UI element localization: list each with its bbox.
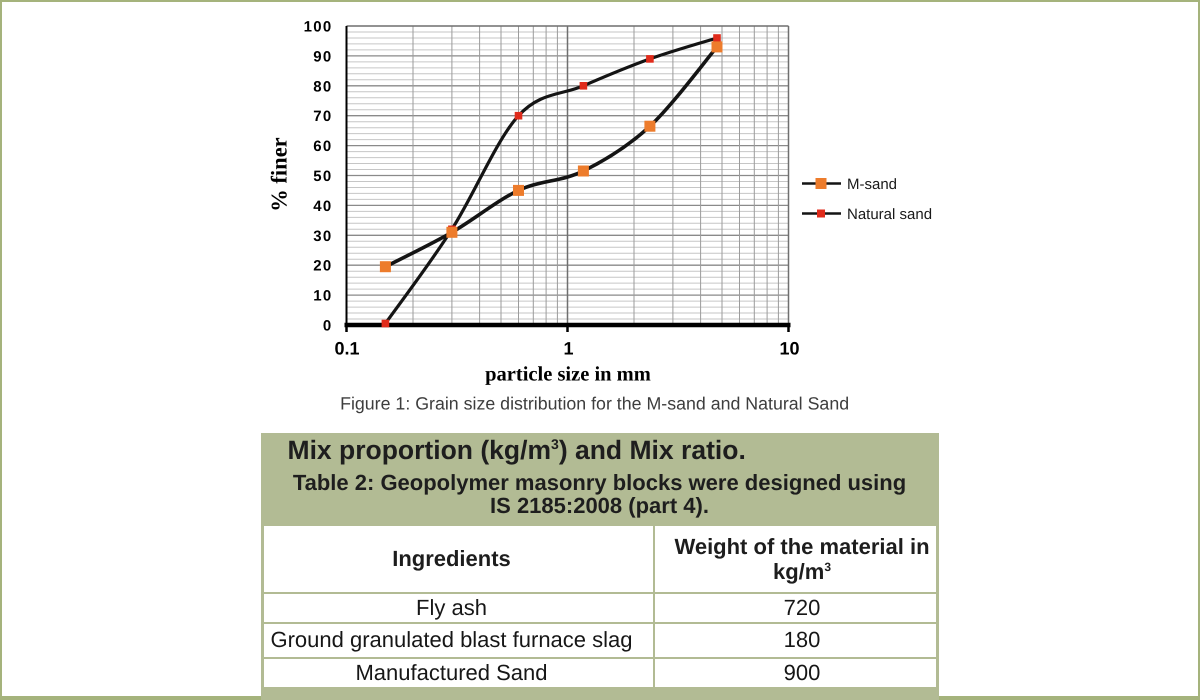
svg-text:30: 30: [313, 227, 332, 244]
svg-text:10: 10: [313, 287, 332, 304]
svg-text:50: 50: [313, 168, 332, 185]
svg-text:40: 40: [313, 197, 332, 214]
svg-text:1: 1: [563, 338, 573, 358]
svg-text:100: 100: [303, 18, 332, 35]
svg-text:10: 10: [779, 338, 799, 358]
svg-text:% finer: % finer: [266, 137, 291, 211]
svg-text:70: 70: [313, 108, 332, 125]
svg-text:0.1: 0.1: [334, 338, 359, 358]
svg-text:M-sand: M-sand: [847, 176, 897, 193]
svg-text:90: 90: [313, 48, 332, 65]
svg-text:60: 60: [313, 138, 332, 155]
svg-text:80: 80: [313, 78, 332, 95]
svg-text:Figure 1: Grain size distribut: Figure 1: Grain size distribution for th…: [340, 393, 849, 413]
svg-text:0: 0: [322, 317, 332, 334]
svg-text:Natural sand: Natural sand: [847, 206, 932, 223]
svg-text:20: 20: [313, 257, 332, 274]
svg-text:particle size in mm: particle size in mm: [485, 363, 651, 385]
